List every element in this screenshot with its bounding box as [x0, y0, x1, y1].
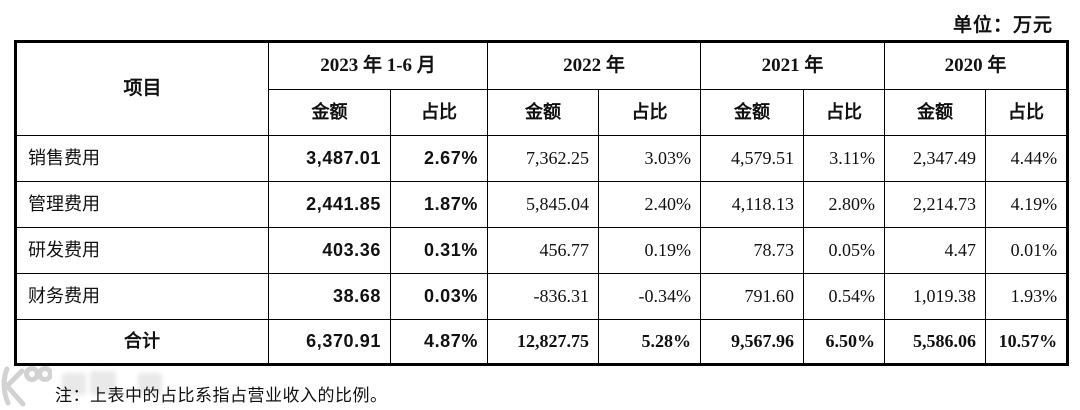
subheader-2020-ratio: 占比 — [985, 89, 1069, 136]
subheader-2022-amount: 金额 — [487, 89, 600, 136]
cell-2023-amount: 6,370.91 — [268, 319, 391, 365]
cell-2023-ratio: 0.31% — [389, 227, 489, 274]
cell-2021-amount: 4,118.13 — [700, 181, 805, 228]
cell-2021-amount: 4,579.51 — [700, 135, 805, 182]
subheader-2023-ratio: 占比 — [389, 89, 489, 136]
cell-2021-ratio: 2.80% — [803, 181, 886, 228]
unit-label: 单位：万元 — [952, 15, 1053, 36]
cell-2022-amount: 12,827.75 — [487, 319, 600, 365]
cell-2022-amount: 7,362.25 — [487, 135, 600, 182]
cell-2020-amount: 5,586.06 — [884, 319, 987, 365]
row-label: 销售费用 — [15, 135, 269, 182]
cell-2020-amount: 2,347.49 — [884, 135, 987, 182]
column-header-2021: 2021 年 — [700, 41, 886, 90]
row-label: 财务费用 — [15, 273, 269, 320]
subheader-2021-amount: 金额 — [700, 89, 805, 136]
column-header-2020: 2020 年 — [884, 41, 1069, 90]
header-row-periods: 项目 2023 年 1-6 月 2022 年 2021 年 2020 年 — [15, 41, 1069, 136]
cell-2020-amount: 4.47 — [884, 227, 987, 274]
cell-2020-amount: 2,214.73 — [884, 181, 987, 228]
cell-2023-ratio: 1.87% — [389, 181, 489, 228]
cell-2021-ratio: 3.11% — [803, 135, 886, 182]
cell-2020-ratio: 10.57% — [985, 319, 1069, 365]
cell-2023-amount: 3,487.01 — [268, 135, 391, 182]
cell-2022-ratio: 3.03% — [598, 135, 702, 182]
cell-2022-ratio: 5.28% — [598, 319, 702, 365]
column-header-item: 项目 — [15, 41, 269, 136]
table-row-rd-expense: 研发费用 403.36 0.31% 456.77 0.19% 78.73 0.0… — [15, 227, 1069, 274]
table-row-finance-expense: 财务费用 38.68 0.03% -836.31 -0.34% 791.60 0… — [15, 273, 1069, 320]
subheader-2020-amount: 金额 — [884, 89, 987, 136]
cell-2022-amount: -836.31 — [487, 273, 600, 320]
table-row-sales-expense: 销售费用 3,487.01 2.67% 7,362.25 3.03% 4,579… — [15, 135, 1069, 182]
cell-2020-ratio: 0.01% — [985, 227, 1069, 274]
watermark-logo-icon — [1, 366, 52, 407]
subheader-2023-amount: 金额 — [268, 89, 391, 136]
table-row-admin-expense: 管理费用 2,441.85 1.87% 5,845.04 2.40% 4,118… — [15, 181, 1069, 228]
cell-2023-amount: 2,441.85 — [268, 181, 391, 228]
column-header-2022: 2022 年 — [487, 41, 702, 90]
cell-2023-amount: 403.36 — [268, 227, 391, 274]
footnote: 注：上表中的占比系指占营业收入的比例。 — [55, 386, 388, 405]
row-label: 研发费用 — [15, 227, 269, 274]
cell-2022-amount: 456.77 — [487, 227, 600, 274]
subheader-2022-ratio: 占比 — [598, 89, 702, 136]
cell-2022-ratio: -0.34% — [598, 273, 702, 320]
cell-2021-ratio: 0.05% — [803, 227, 886, 274]
cell-2021-ratio: 0.54% — [803, 273, 886, 320]
cell-2020-ratio: 1.93% — [985, 273, 1069, 320]
cell-2022-amount: 5,845.04 — [487, 181, 600, 228]
cell-2023-ratio: 4.87% — [389, 319, 489, 365]
subheader-2021-ratio: 占比 — [803, 89, 886, 136]
cell-2020-ratio: 4.44% — [985, 135, 1069, 182]
cell-2020-ratio: 4.19% — [985, 181, 1069, 228]
cell-2021-ratio: 6.50% — [803, 319, 886, 365]
cell-2022-ratio: 0.19% — [598, 227, 702, 274]
expense-table: 项目 2023 年 1-6 月 2022 年 2021 年 2020 年 金额 … — [14, 40, 1070, 366]
table-row-total: 合计 6,370.91 4.87% 12,827.75 5.28% 9,567.… — [15, 319, 1069, 365]
cell-2023-ratio: 0.03% — [389, 273, 489, 320]
row-label-total: 合计 — [15, 319, 269, 365]
cell-2022-ratio: 2.40% — [598, 181, 702, 228]
cell-2021-amount: 78.73 — [700, 227, 805, 274]
cell-2023-amount: 38.68 — [268, 273, 391, 320]
cell-2021-amount: 791.60 — [700, 273, 805, 320]
column-header-2023: 2023 年 1-6 月 — [267, 41, 489, 90]
cell-2023-ratio: 2.67% — [389, 135, 489, 182]
cell-2021-amount: 9,567.96 — [700, 319, 805, 365]
header-row-subcolumns: 金额 占比 金额 占比 金额 占比 金额 占比 — [16, 89, 1069, 136]
row-label: 管理费用 — [15, 181, 269, 228]
cell-2020-amount: 1,019.38 — [884, 273, 987, 320]
